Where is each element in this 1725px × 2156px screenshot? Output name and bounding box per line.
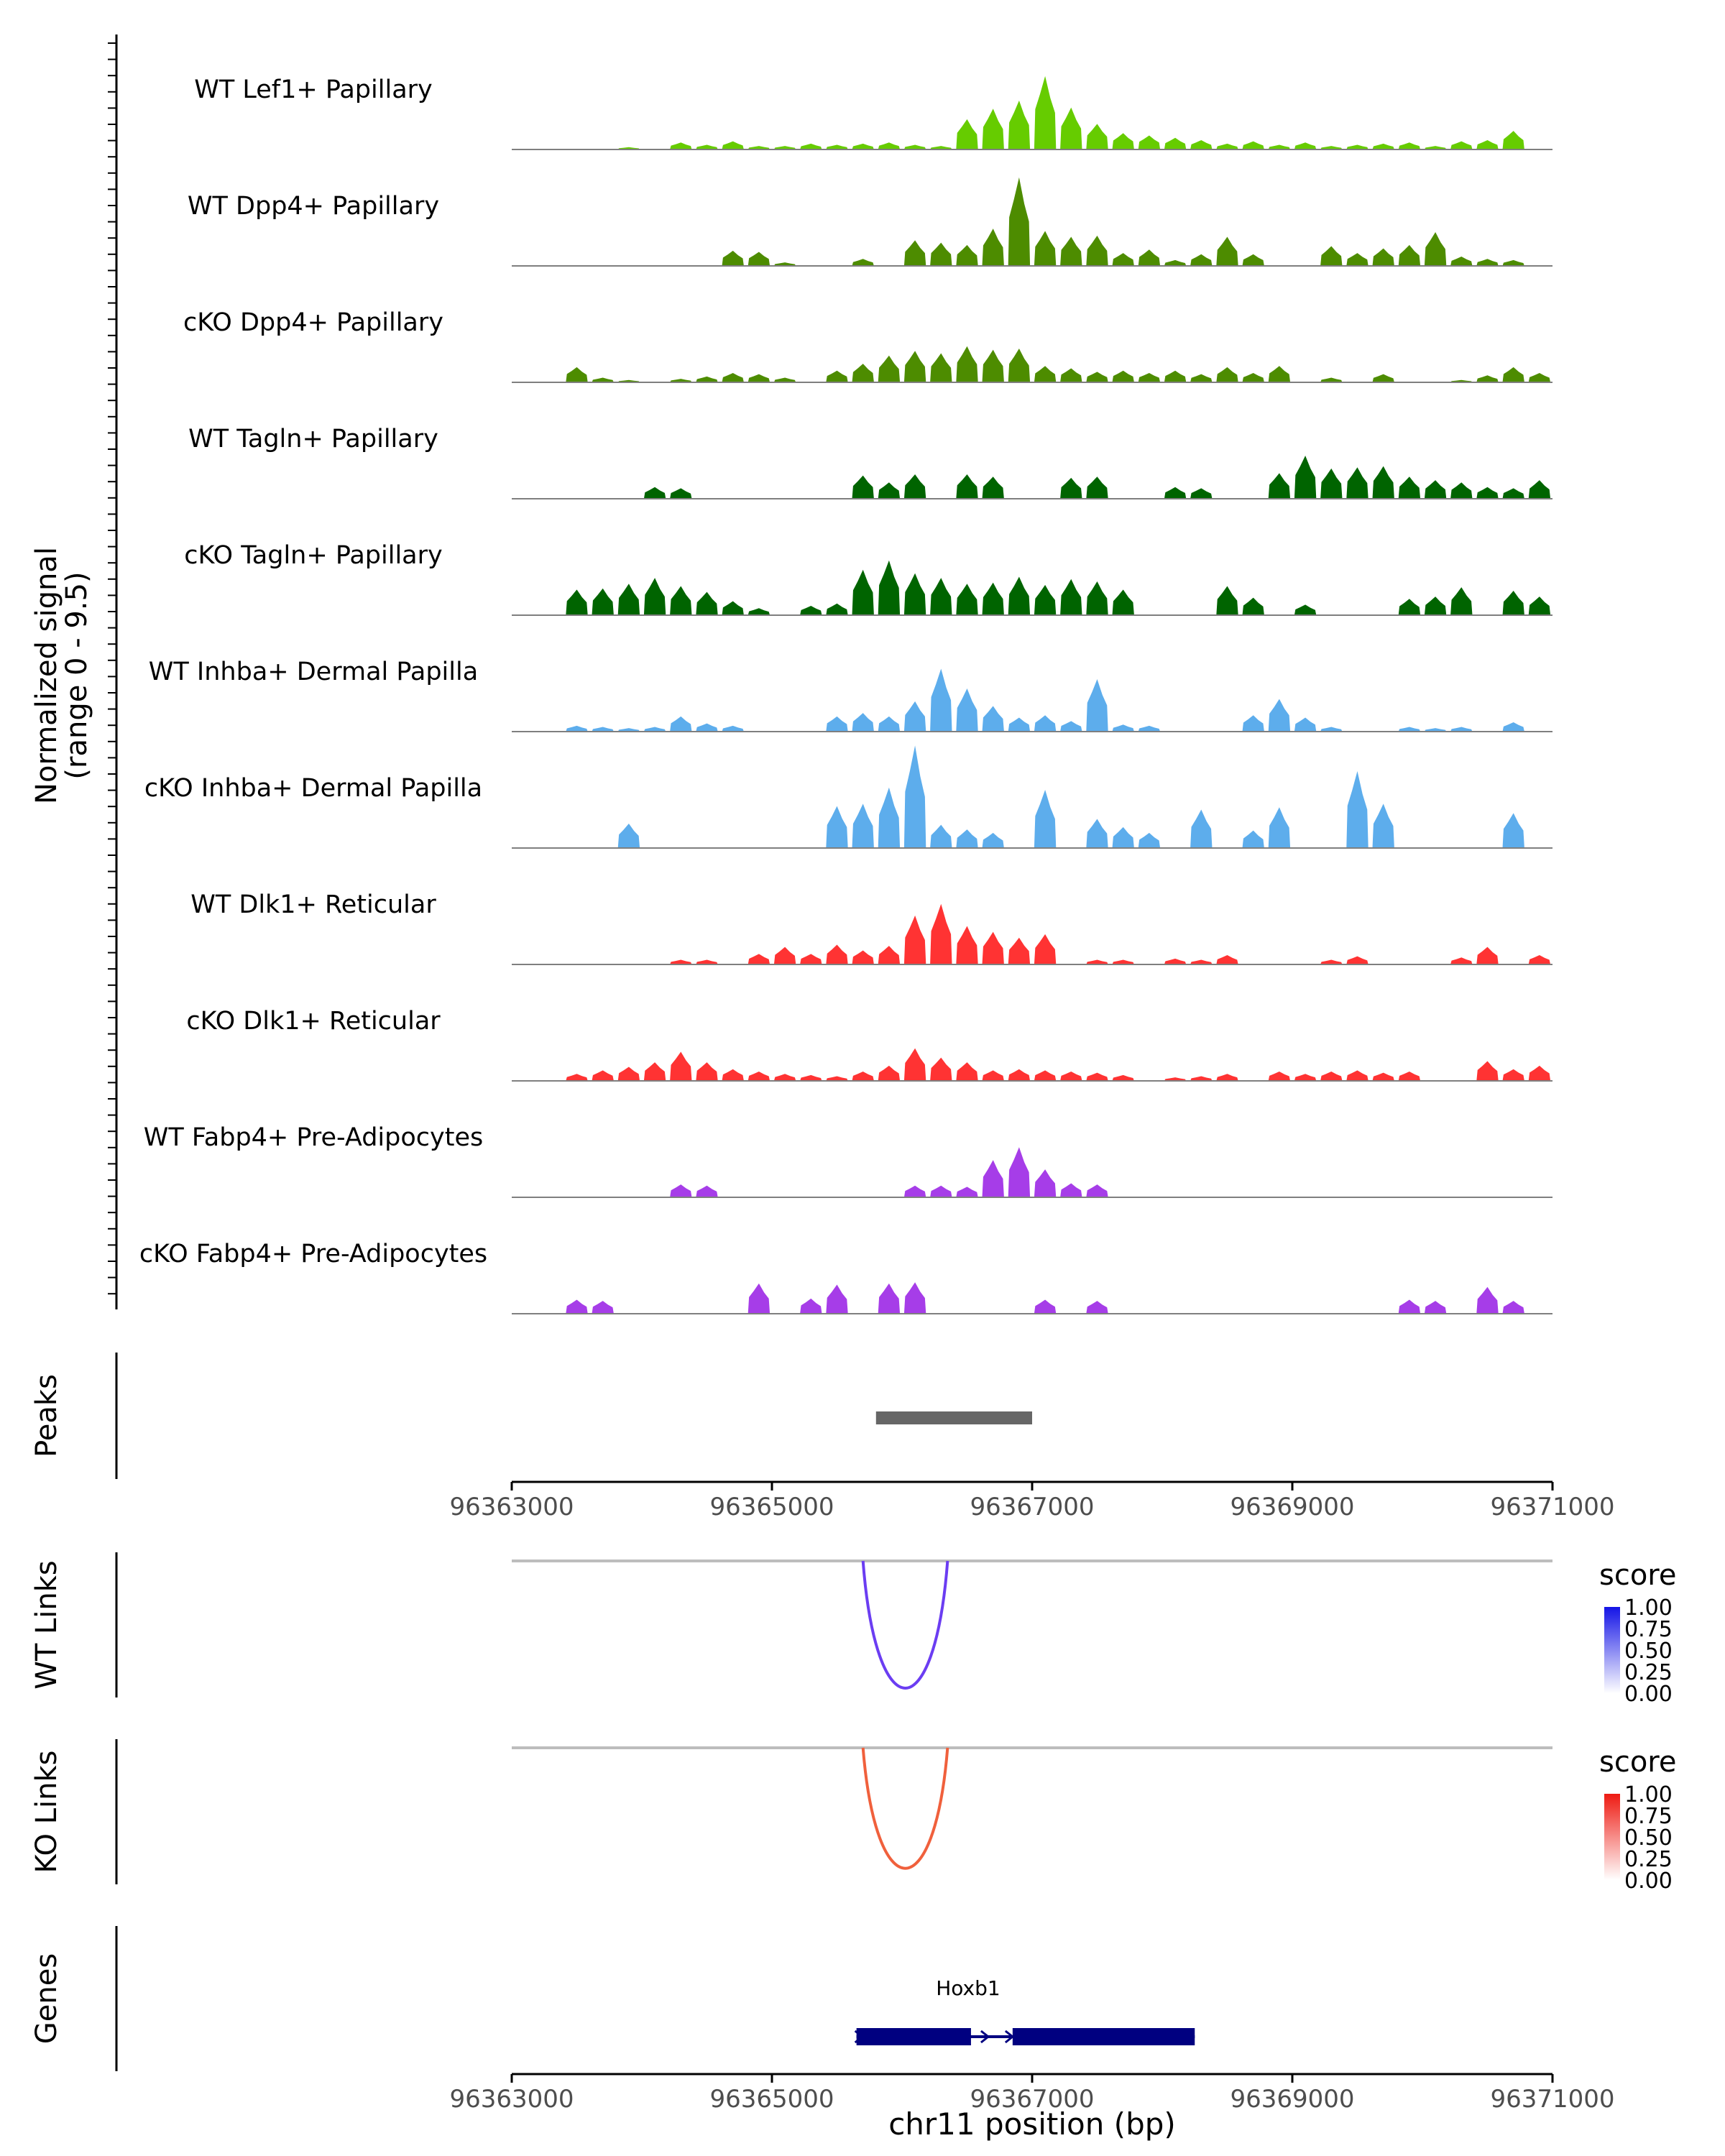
link-arc	[861, 1560, 949, 1690]
ko-legend-tick: 0.00	[1624, 1869, 1673, 1894]
link-panel	[512, 1746, 1552, 1870]
gene-strand-arrow	[1004, 2030, 1015, 2044]
ko-legend-tick: 0.75	[1624, 1804, 1673, 1829]
x-axis-top: 96363000 96365000 96367000 96369000 96371000	[449, 1480, 1615, 1521]
coverage-track: WT Fabp4+ Pre-Adipocytes	[144, 1123, 1552, 1198]
coverage-y-label-line2: (range 0 - 9.5)	[60, 571, 93, 779]
ko-links-label: KO Links	[30, 1751, 63, 1874]
ko-legend-tick: 0.50	[1624, 1825, 1673, 1851]
ko-score-legend: score 1.00 0.75 0.50 0.25 0.00	[1599, 1746, 1676, 1894]
x-tick-label: 96365000	[709, 2085, 834, 2114]
x-tick-label: 96367000	[970, 2085, 1094, 2114]
coverage-track: cKO Tagln+ Papillary	[184, 541, 1552, 616]
track-label: cKO Fabp4+ Pre-Adipocytes	[139, 1240, 487, 1268]
coverage-tracks: WT Lef1+ Papillary WT Dpp4+ Papillary cKO …	[139, 75, 1552, 1314]
track-label: WT Fabp4+ Pre-Adipocytes	[144, 1123, 483, 1152]
coverage-track: WT Inhba+ Dermal Papilla	[149, 658, 1552, 732]
wt-legend-tick: 0.50	[1624, 1639, 1673, 1664]
coverage-track: cKO Dpp4+ Papillary	[183, 308, 1552, 383]
x-tick-label: 96371000	[1490, 1493, 1614, 1521]
ko-legend-tick: 1.00	[1624, 1782, 1673, 1807]
x-tick-label: 96365000	[709, 1493, 834, 1521]
x-tick-label: 96367000	[970, 1493, 1094, 1521]
coverage-track: cKO Inhba+ Dermal Papilla	[144, 745, 1552, 849]
gene-model: Hoxb1	[854, 1976, 1195, 2045]
x-axis-bottom: 96363000 96365000 96367000 96369000 96371000	[449, 2073, 1615, 2114]
coverage-y-label-line1: Normalized signal	[30, 547, 63, 804]
peaks-label: Peaks	[30, 1374, 63, 1457]
wt-legend-tick: 0.25	[1624, 1660, 1673, 1685]
gene-exon	[856, 2028, 971, 2045]
x-tick-label: 96369000	[1230, 1493, 1354, 1521]
coverage-y-axis-ticks	[108, 42, 116, 1295]
track-label: WT Lef1+ Papillary	[194, 75, 433, 104]
ko-legend-title: score	[1599, 1746, 1676, 1779]
peak-region	[875, 1411, 1032, 1424]
track-label: WT Inhba+ Dermal Papilla	[149, 658, 478, 686]
ko-legend-colorbar	[1604, 1794, 1620, 1880]
coverage-track: WT Lef1+ Papillary	[194, 75, 1552, 150]
coverage-track: WT Tagln+ Papillary	[188, 425, 1552, 499]
track-label: WT Dpp4+ Papillary	[188, 192, 439, 221]
coverage-track: WT Dpp4+ Papillary	[188, 177, 1552, 267]
link-arc	[861, 1747, 949, 1870]
wt-legend-colorbar	[1604, 1607, 1620, 1693]
wt-legend-tick: 0.75	[1624, 1617, 1673, 1642]
track-label: cKO Dpp4+ Papillary	[183, 308, 443, 337]
wt-score-legend: score 1.00 0.75 0.50 0.25 0.00	[1599, 1559, 1676, 1707]
genes-label: Genes	[30, 1953, 63, 2044]
genes-panel: Hoxb1	[854, 1976, 1195, 2045]
coverage-track: cKO Dlk1+ Reticular	[186, 1007, 1552, 1082]
x-tick-label: 96369000	[1230, 2085, 1354, 2114]
wt-legend-tick: 0.00	[1624, 1682, 1673, 1707]
wt-links-label: WT Links	[30, 1560, 63, 1689]
coverage-track: cKO Fabp4+ Pre-Adipocytes	[139, 1240, 1552, 1314]
gene-exon	[1012, 2028, 1195, 2045]
wt-legend-title: score	[1599, 1559, 1676, 1592]
links-panels	[512, 1560, 1552, 1870]
track-label: WT Dlk1+ Reticular	[190, 890, 436, 919]
x-tick-label: 96363000	[449, 1493, 574, 1521]
track-label: WT Tagln+ Papillary	[188, 425, 438, 453]
ko-legend-tick: 0.25	[1624, 1847, 1673, 1872]
track-label: cKO Tagln+ Papillary	[184, 541, 443, 570]
x-axis-title: chr11 position (bp)	[888, 2106, 1176, 2142]
wt-legend-tick: 1.00	[1624, 1595, 1673, 1621]
gene-strand-arrow	[854, 2030, 865, 2044]
link-panel	[512, 1560, 1552, 1690]
track-label: cKO Dlk1+ Reticular	[186, 1007, 441, 1036]
track-label: cKO Inhba+ Dermal Papilla	[144, 774, 482, 803]
coverage-track: WT Dlk1+ Reticular	[190, 890, 1552, 965]
x-tick-label: 96363000	[449, 2085, 574, 2114]
gene-name-label: Hoxb1	[936, 1976, 1000, 2000]
gene-strand-arrow	[980, 2030, 990, 2044]
x-tick-label: 96371000	[1490, 2085, 1614, 2114]
peaks-panel	[875, 1411, 1032, 1424]
